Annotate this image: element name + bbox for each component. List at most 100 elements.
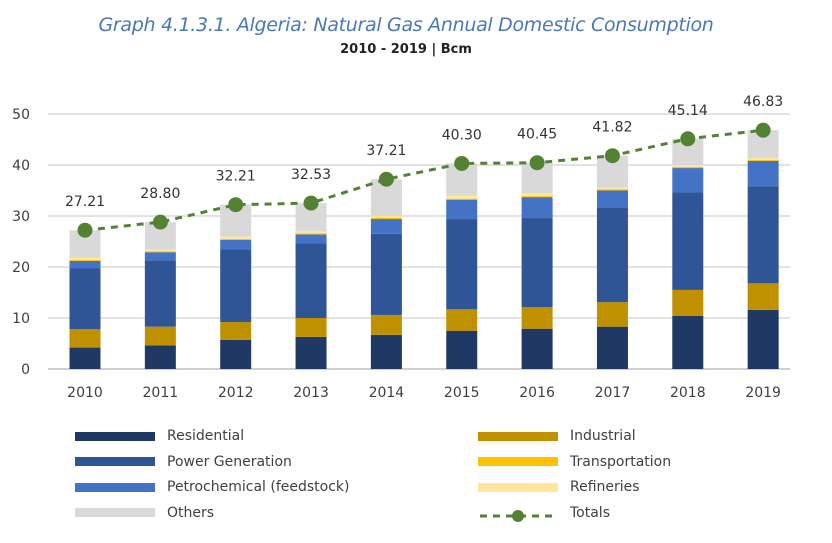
bar-segment-transportation — [69, 259, 101, 261]
bar-segment-petrochemical-feedstock — [144, 252, 176, 261]
legend: Residential Power Generation Petrochemical… — [0, 426, 832, 536]
bar-stack — [69, 230, 101, 369]
bar-segment-refineries — [144, 249, 176, 252]
total-data-label: 45.14 — [668, 103, 708, 119]
bar-segment-residential — [220, 339, 252, 369]
bar-segment-transportation — [144, 251, 176, 253]
bar-segment-power-generation — [521, 218, 553, 308]
y-tick-label: 30 — [12, 209, 30, 225]
legend-label: Petrochemical (feedstock) — [167, 479, 350, 495]
total-data-label: 40.45 — [517, 127, 557, 143]
bar-stack — [295, 203, 327, 369]
bar-segment-industrial — [220, 322, 252, 340]
bar-segment-residential — [69, 347, 101, 369]
bar-segment-power-generation — [596, 207, 628, 303]
legend-swatch — [75, 457, 155, 466]
total-data-label: 32.53 — [291, 167, 331, 183]
bar-segment-transportation — [747, 159, 779, 161]
x-tick-label: 2015 — [444, 385, 480, 401]
bar-segment-refineries — [370, 216, 402, 219]
legend-swatch — [75, 508, 155, 517]
bar-segment-power-generation — [144, 260, 176, 327]
bar-stack — [370, 179, 402, 369]
legend-item-transportation: Transportation — [478, 452, 671, 472]
bar-segment-residential — [596, 326, 628, 369]
bar-stack — [144, 222, 176, 369]
bar-segment-petrochemical-feedstock — [596, 190, 628, 208]
bar-segment-petrochemical-feedstock — [672, 168, 704, 193]
y-axis-ticks: 0 10 20 30 40 50 — [12, 107, 30, 378]
legend-item-residential: Residential — [75, 426, 244, 446]
totals-marker — [77, 222, 93, 238]
legend-swatch — [75, 431, 155, 441]
bar-segment-power-generation — [672, 192, 704, 290]
x-tick-label: 2019 — [745, 385, 781, 401]
totals-marker — [604, 148, 620, 164]
totals-marker — [228, 197, 244, 213]
bar-segment-industrial — [69, 329, 101, 348]
x-tick-label: 2016 — [519, 385, 555, 401]
totals-series — [77, 122, 771, 238]
bar-segment-power-generation — [220, 249, 252, 323]
bar-segment-refineries — [295, 231, 327, 234]
legend-label: Totals — [570, 504, 610, 521]
y-tick-label: 10 — [12, 311, 30, 327]
bar-stack — [672, 138, 704, 369]
bar-segment-petrochemical-feedstock — [69, 260, 101, 269]
legend-item-others: Others — [75, 503, 214, 523]
bar-segment-residential — [747, 309, 779, 369]
legend-item-industrial: Industrial — [478, 426, 636, 446]
bar-segment-transportation — [370, 218, 402, 220]
bar-segment-refineries — [672, 165, 704, 168]
x-axis-ticks: 2010 2011 2012 2013 2014 2015 2016 2017 2018 2019 — [67, 385, 781, 401]
bar-segment-refineries — [596, 187, 628, 190]
x-tick-label: 2013 — [293, 385, 329, 401]
bar-segment-power-generation — [69, 268, 101, 330]
x-tick-label: 2012 — [218, 385, 254, 401]
totals-marker — [454, 155, 470, 171]
legend-label: Residential — [167, 428, 245, 444]
bar-segment-power-generation — [370, 233, 402, 315]
bar-segment-refineries — [747, 158, 779, 160]
total-data-label: 28.80 — [140, 186, 180, 202]
y-tick-label: 0 — [21, 362, 30, 378]
bar-segment-transportation — [596, 189, 628, 191]
y-tick-label: 50 — [12, 107, 30, 123]
bar-segment-residential — [446, 330, 478, 369]
totals-marker — [378, 171, 394, 187]
bar-segment-power-generation — [747, 186, 779, 284]
bar-segment-transportation — [672, 167, 704, 169]
bar-segment-petrochemical-feedstock — [747, 160, 779, 187]
y-tick-label: 20 — [12, 260, 30, 276]
bar-segment-power-generation — [295, 243, 327, 318]
total-data-label: 41.82 — [592, 120, 632, 136]
bar-stack — [596, 155, 628, 369]
bar-segment-refineries — [220, 236, 252, 239]
bar-segment-transportation — [521, 196, 553, 198]
bar-segment-industrial — [521, 307, 553, 329]
legend-swatch — [478, 507, 558, 522]
bar-segment-residential — [295, 336, 327, 369]
bar-stack — [747, 130, 779, 369]
x-tick-label: 2011 — [143, 385, 179, 401]
legend-label: Industrial — [570, 428, 636, 444]
totals-marker — [529, 155, 545, 171]
bar-stack — [521, 162, 553, 369]
legend-label: Power Generation — [167, 453, 292, 470]
total-data-label: 32.21 — [216, 169, 256, 185]
legend-label: Refineries — [570, 479, 640, 495]
bar-segment-power-generation — [446, 219, 478, 310]
bar-segment-industrial — [747, 283, 779, 310]
legend-label: Transportation — [570, 453, 672, 470]
legend-item-refineries: Refineries — [478, 477, 640, 497]
totals-marker — [152, 214, 168, 230]
bar-segment-residential — [672, 315, 704, 369]
bar-segment-industrial — [144, 326, 176, 346]
bars — [69, 130, 779, 369]
bar-segment-residential — [521, 328, 553, 369]
x-tick-label: 2014 — [369, 385, 405, 401]
total-data-label: 46.83 — [743, 94, 783, 110]
bar-segment-industrial — [596, 302, 628, 327]
chart-title: Graph 4.1.3.1. Algeria: Natural Gas Annu… — [98, 14, 714, 36]
x-tick-label: 2017 — [595, 385, 631, 401]
